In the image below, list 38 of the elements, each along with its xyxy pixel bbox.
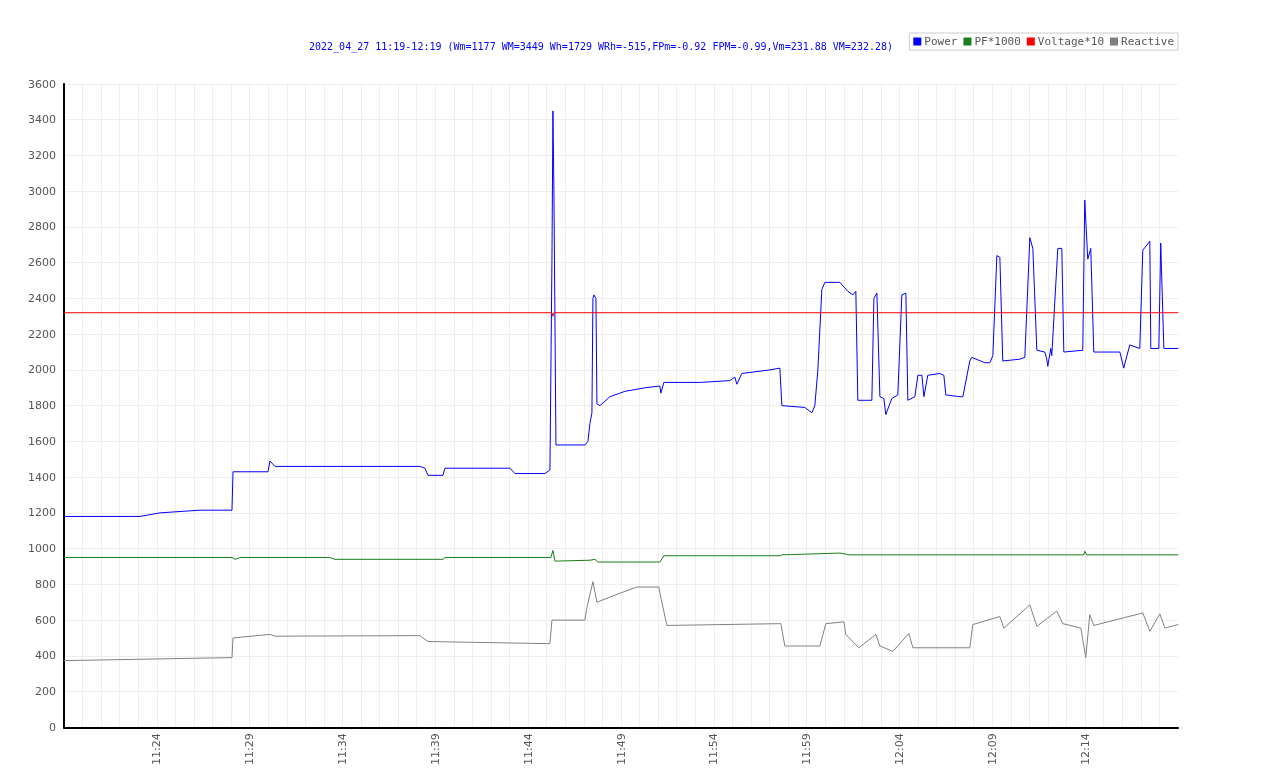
y-tick-label: 1600 <box>28 434 56 448</box>
x-tick-label: 11:59 <box>800 733 814 765</box>
x-tick-label: 12:09 <box>985 733 999 765</box>
chart-title: 2022_04_27 11:19-12:19 (Wm=1177 WM=3449 Wh=1729 WRh=-515,FPm=-0.92 FPM=-0.99,Vm=231.88 VM=232.28) <box>309 40 894 53</box>
x-tick-label: 11:39 <box>428 733 442 765</box>
y-tick-label: 1800 <box>28 399 56 413</box>
y-tick-label: 2800 <box>28 220 56 234</box>
x-tick-label: 11:54 <box>707 733 721 765</box>
x-tick-label: 12:04 <box>893 733 906 765</box>
y-tick-label: 1400 <box>28 470 56 484</box>
x-tick-label: 11:29 <box>243 733 257 765</box>
x-tick-label: 11:34 <box>336 733 349 765</box>
legend-label: PF*1000 <box>974 35 1021 48</box>
y-tick-label: 0 <box>49 720 56 734</box>
x-tick-label: 11:24 <box>150 733 164 765</box>
legend-label: Power <box>924 35 958 48</box>
y-tick-label: 200 <box>35 685 56 699</box>
y-tick-label: 3200 <box>28 148 56 162</box>
y-tick-label: 3600 <box>28 77 56 91</box>
line-series <box>63 110 1179 517</box>
y-tick-label: 2000 <box>28 363 56 377</box>
y-tick-label: 600 <box>35 613 56 627</box>
legend-label: Reactive <box>1121 35 1174 48</box>
x-tick-label: 11:44 <box>521 733 535 765</box>
line-series <box>63 581 1179 662</box>
y-tick-label: 2200 <box>28 327 56 341</box>
y-tick-label: 3000 <box>28 184 56 198</box>
y-tick-label: 1000 <box>28 542 56 556</box>
y-tick-label: 1200 <box>28 506 56 520</box>
y-tick-label: 2600 <box>28 256 56 270</box>
y-tick-label: 3400 <box>28 113 56 127</box>
x-tick-label: 12:14 <box>1078 733 1092 765</box>
legend-label: Voltage*10 <box>1037 35 1105 48</box>
x-tick-label: 11:49 <box>614 733 628 765</box>
y-tick-label: 800 <box>35 577 56 591</box>
y-tick-label: 400 <box>35 649 56 663</box>
line-series <box>63 549 1179 563</box>
y-tick-label: 2400 <box>28 291 56 305</box>
